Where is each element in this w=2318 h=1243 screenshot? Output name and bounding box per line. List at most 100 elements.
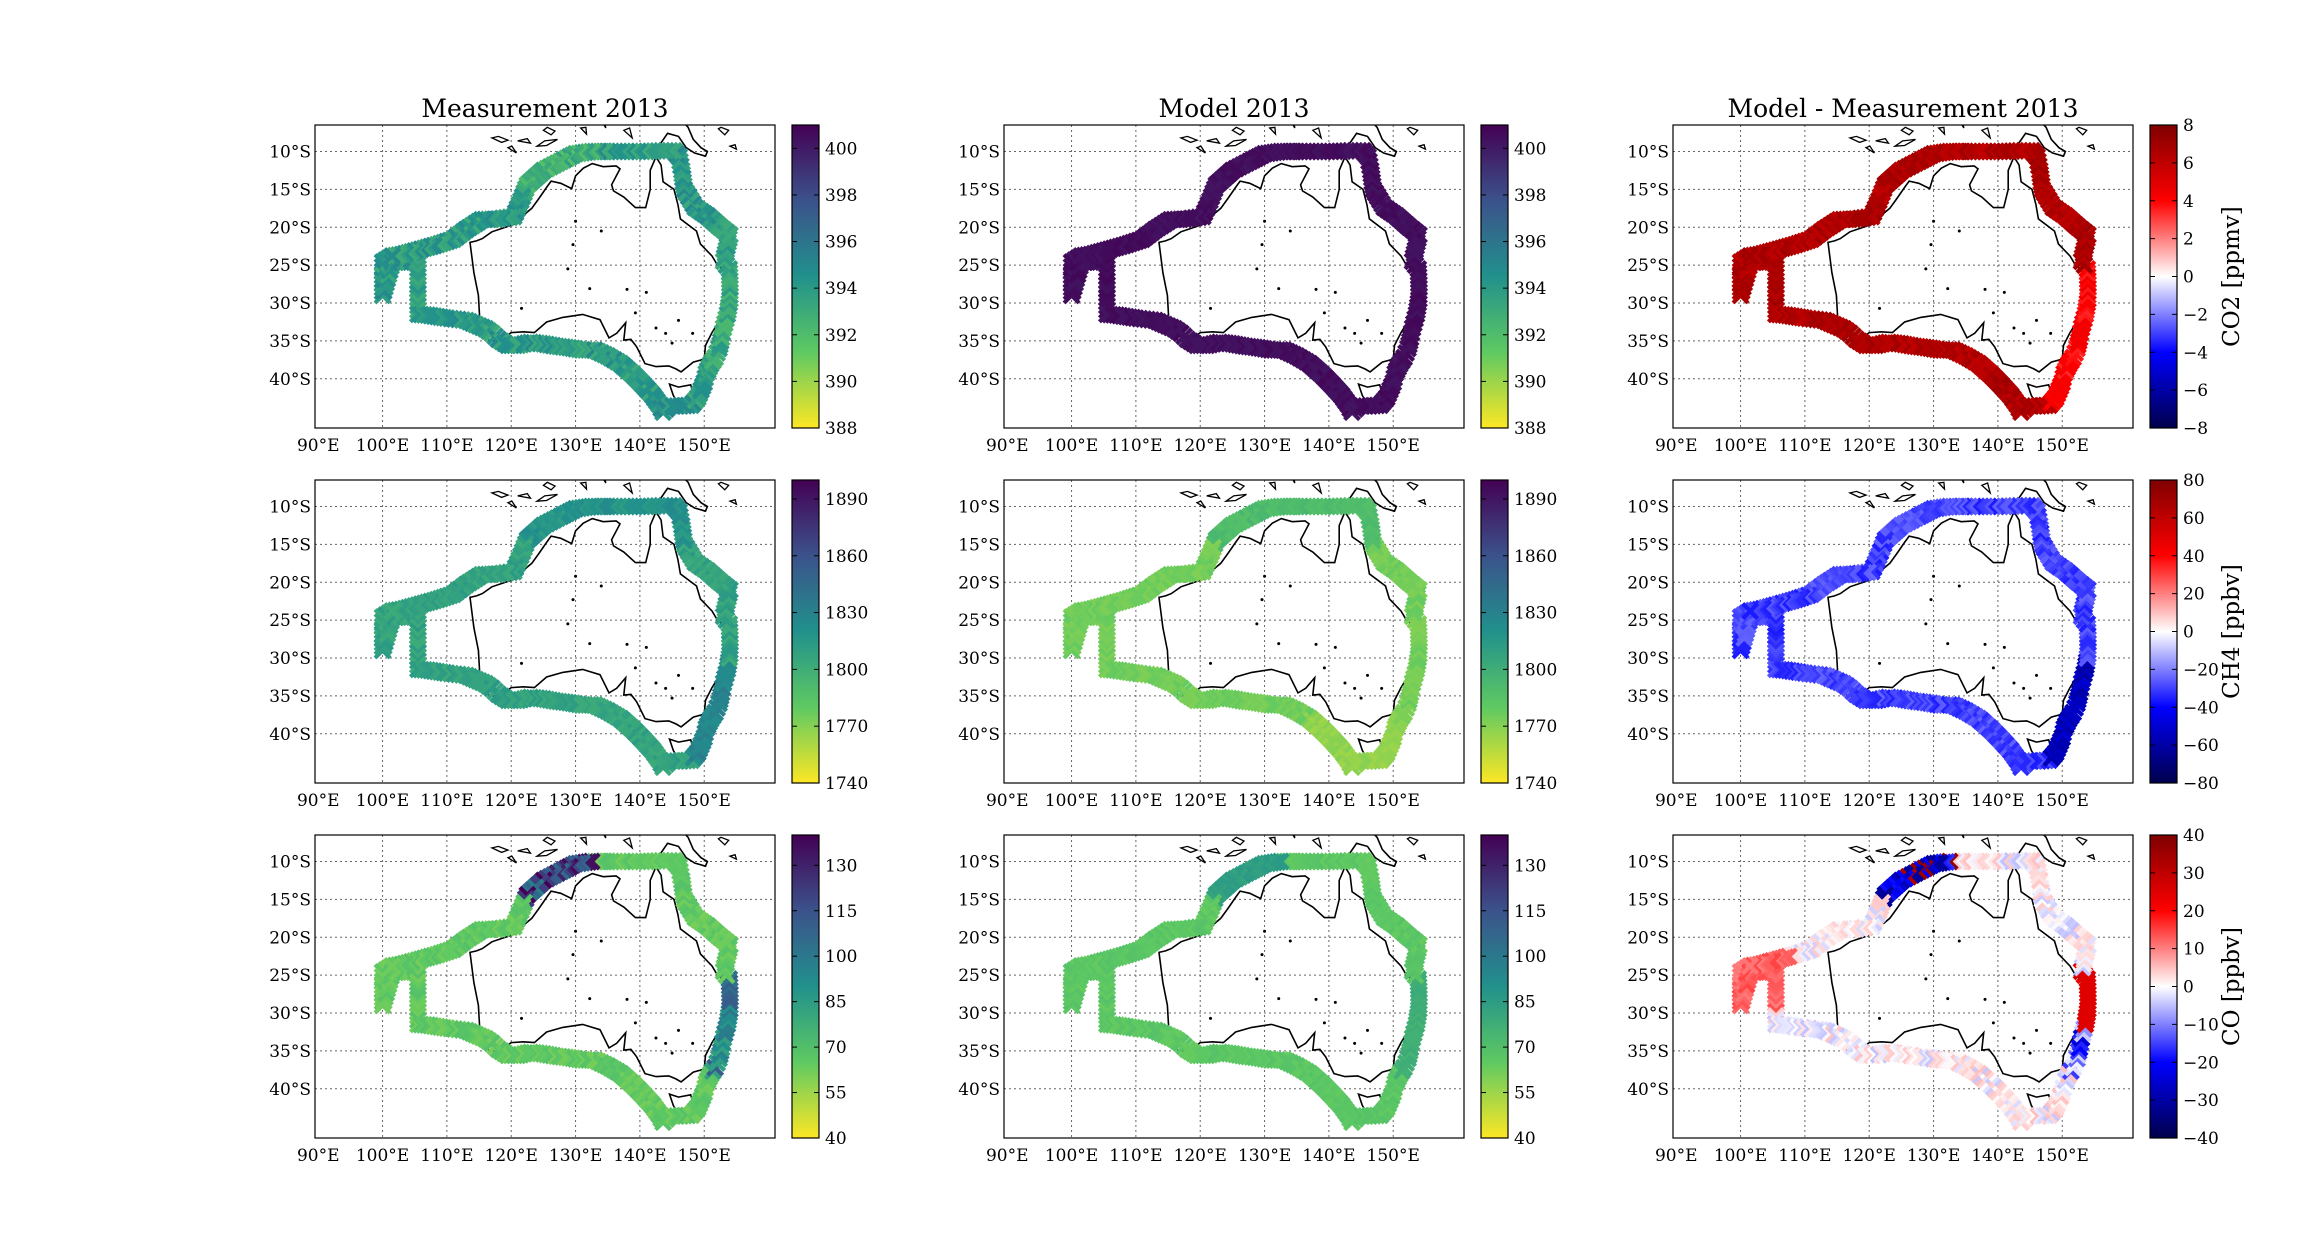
island-coastline bbox=[717, 836, 730, 846]
lake-dot bbox=[1277, 997, 1281, 1001]
lake-dot bbox=[1263, 574, 1267, 578]
island-coastline bbox=[579, 126, 588, 136]
island-coastline bbox=[1900, 481, 1915, 491]
lon-tick-label: 120°E bbox=[485, 436, 538, 456]
lake-dot bbox=[599, 229, 603, 233]
lat-tick-label: 30°S bbox=[1627, 294, 1669, 314]
lon-tick-label: 110°E bbox=[1778, 1146, 1831, 1166]
island-coastline bbox=[2086, 143, 2096, 151]
colorbar-tick-label: 20 bbox=[2183, 585, 2205, 605]
colorbar-tick-label: −20 bbox=[2183, 660, 2219, 680]
island-coastline bbox=[1206, 492, 1221, 500]
lat-tick-label: 10°S bbox=[958, 853, 1000, 873]
lon-tick-label: 130°E bbox=[1238, 1146, 1291, 1166]
colorbar-tick-label: 40 bbox=[2183, 547, 2205, 567]
island-coastline bbox=[1892, 848, 1916, 858]
australia-coastline bbox=[1158, 510, 1418, 728]
lon-tick-label: 140°E bbox=[1302, 1146, 1355, 1166]
colorbar-tick-label: 1770 bbox=[1514, 717, 1557, 737]
lat-tick-label: 15°S bbox=[958, 180, 1000, 200]
lake-dot bbox=[1255, 977, 1259, 981]
island-coastline bbox=[1223, 848, 1247, 858]
lon-tick-label: 100°E bbox=[1714, 1146, 1767, 1166]
lat-tick-label: 35°S bbox=[269, 332, 311, 352]
lake-dot bbox=[1983, 287, 1987, 291]
lake-dot bbox=[1957, 939, 1961, 943]
png-coastline bbox=[646, 125, 709, 158]
island-coastline bbox=[1864, 500, 1875, 509]
lon-tick-label: 140°E bbox=[613, 436, 666, 456]
lake-dot bbox=[1957, 584, 1961, 588]
lake-dot bbox=[1946, 997, 1950, 1001]
australia-coastline bbox=[1158, 155, 1418, 373]
island-coastline bbox=[579, 836, 588, 846]
lon-tick-label: 110°E bbox=[420, 1146, 473, 1166]
lake-dot bbox=[2002, 290, 2006, 294]
lon-tick-label: 130°E bbox=[549, 791, 602, 811]
island-coastline bbox=[1847, 490, 1868, 499]
lake-dot bbox=[2034, 1028, 2038, 1032]
lake-dot bbox=[1365, 1028, 1369, 1032]
lon-tick-label: 130°E bbox=[1238, 791, 1291, 811]
lake-dot bbox=[1983, 642, 1987, 646]
lake-dot bbox=[2002, 1000, 2006, 1004]
lake-dot bbox=[1929, 598, 1933, 602]
lon-tick-label: 150°E bbox=[1367, 791, 1420, 811]
island-coastline bbox=[1406, 126, 1419, 136]
colorbar-tick-label: −40 bbox=[2183, 698, 2219, 718]
colorbar-tick-label: 130 bbox=[1514, 856, 1546, 876]
lon-tick-label: 100°E bbox=[1045, 791, 1098, 811]
island-coastline bbox=[1195, 145, 1206, 154]
map-panel-co-diff: 10°S 15°S 20°S 25°S 30°S 35°S 40°S 90°E 100°E 110… bbox=[1627, 826, 2245, 1166]
island-coastline bbox=[1937, 481, 1946, 491]
lat-tick-label: 25°S bbox=[1627, 966, 1669, 986]
lake-dot bbox=[691, 331, 695, 335]
colorbar-label: CO [ppbv] bbox=[2219, 927, 2245, 1046]
lat-tick-label: 40°S bbox=[1627, 1080, 1669, 1100]
lat-tick-label: 10°S bbox=[1627, 498, 1669, 518]
island-coastline bbox=[728, 143, 738, 151]
lon-tick-label: 140°E bbox=[1971, 436, 2024, 456]
lat-tick-label: 15°S bbox=[958, 890, 1000, 910]
colorbar: 40 55 70 85 100 115 130 bbox=[1480, 834, 1546, 1149]
lon-tick-label: 90°E bbox=[297, 436, 340, 456]
colorbar-tick-label: 40 bbox=[825, 1129, 847, 1149]
lon-tick-label: 120°E bbox=[485, 1146, 538, 1166]
colorbar-label: CH4 [ppbv] bbox=[2219, 564, 2245, 699]
lat-tick-label: 20°S bbox=[269, 573, 311, 593]
lat-tick-label: 15°S bbox=[1627, 535, 1669, 555]
lake-dot bbox=[1343, 326, 1347, 330]
lat-tick-label: 10°S bbox=[1627, 853, 1669, 873]
lake-dot bbox=[1260, 243, 1264, 247]
lake-dot bbox=[1263, 929, 1267, 933]
island-coastline bbox=[506, 500, 517, 509]
island-coastline bbox=[534, 848, 558, 858]
colorbar-tick-label: 55 bbox=[825, 1084, 847, 1104]
lon-tick-label: 90°E bbox=[986, 436, 1029, 456]
island-coastline bbox=[1864, 855, 1875, 864]
map-panel-co-mod: 10°S 15°S 20°S 25°S 30°S 35°S 40°S 90°E 100°E 110… bbox=[958, 834, 1546, 1166]
lake-dot bbox=[644, 290, 648, 294]
lake-dot bbox=[1991, 1021, 1995, 1025]
lat-tick-label: 20°S bbox=[1627, 928, 1669, 948]
lat-tick-label: 40°S bbox=[958, 725, 1000, 745]
colorbar-tick-label: 1740 bbox=[1514, 774, 1557, 794]
lake-dot bbox=[1878, 306, 1882, 310]
lat-tick-label: 10°S bbox=[269, 853, 311, 873]
lake-dot bbox=[566, 977, 570, 981]
panel-title: Model 2013 bbox=[1158, 94, 1309, 123]
lon-tick-label: 130°E bbox=[1907, 1146, 1960, 1166]
lat-tick-label: 35°S bbox=[269, 1042, 311, 1062]
colorbar-tick-label: 1860 bbox=[825, 547, 868, 567]
island-coastline bbox=[1178, 490, 1199, 499]
colorbar-tick-label: −20 bbox=[2183, 1053, 2219, 1073]
lake-dot bbox=[654, 1036, 658, 1040]
map-panel-co2-mod: 10°S 15°S 20°S 25°S 30°S 35°S 40°S 90°E 100°E 110… bbox=[958, 94, 1546, 456]
panel-frame bbox=[1003, 124, 1465, 429]
island-coastline bbox=[506, 855, 517, 864]
lake-dot bbox=[1924, 267, 1928, 271]
lat-tick-label: 30°S bbox=[958, 649, 1000, 669]
lon-tick-label: 110°E bbox=[420, 436, 473, 456]
colorbar-tick-label: −6 bbox=[2183, 381, 2208, 401]
